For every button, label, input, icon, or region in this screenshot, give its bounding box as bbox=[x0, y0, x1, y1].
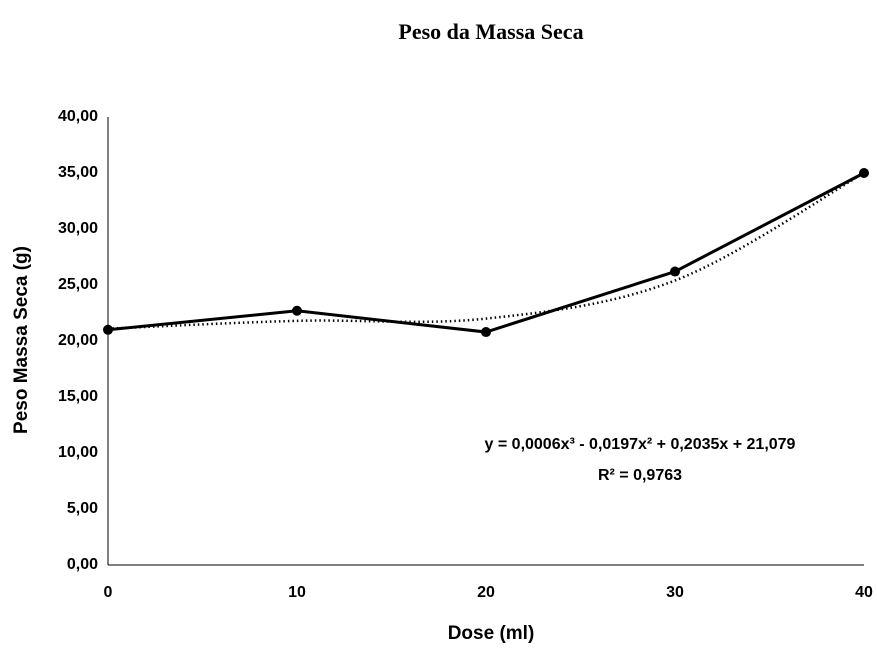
x-tick-label: 10 bbox=[288, 584, 306, 601]
data-point bbox=[292, 305, 302, 316]
y-tick-label: 40,00 bbox=[58, 108, 98, 125]
x-tick-label: 30 bbox=[666, 584, 684, 601]
data-point bbox=[670, 266, 680, 277]
trendline bbox=[107, 171, 865, 330]
data-line bbox=[107, 171, 865, 334]
y-tick-label: 0,00 bbox=[67, 556, 98, 573]
data-point bbox=[481, 327, 491, 338]
x-axis-label: Dose (ml) bbox=[448, 623, 535, 644]
y-tick-label: 5,00 bbox=[67, 500, 98, 517]
chart-title: Peso da Massa Seca bbox=[398, 19, 583, 44]
y-tick-label: 35,00 bbox=[58, 164, 98, 181]
trend-r-squared: R² = 0,9763 bbox=[598, 467, 682, 484]
y-axis-label: Peso Massa Seca (g) bbox=[11, 246, 32, 434]
trend-equation: y = 0,0006x³ - 0,0197x² + 0,2035x + 21,0… bbox=[485, 436, 796, 453]
x-tick-label: 40 bbox=[855, 584, 873, 601]
y-tick-label: 15,00 bbox=[58, 388, 98, 405]
y-tick-label: 10,00 bbox=[58, 444, 98, 461]
data-point bbox=[103, 324, 113, 335]
data-point bbox=[859, 168, 869, 178]
y-tick-label: 20,00 bbox=[58, 332, 98, 349]
y-tick-label: 30,00 bbox=[58, 220, 98, 237]
y-tick-label: 25,00 bbox=[58, 276, 98, 293]
x-tick-label: 0 bbox=[104, 584, 113, 601]
x-tick-label: 20 bbox=[477, 584, 495, 601]
